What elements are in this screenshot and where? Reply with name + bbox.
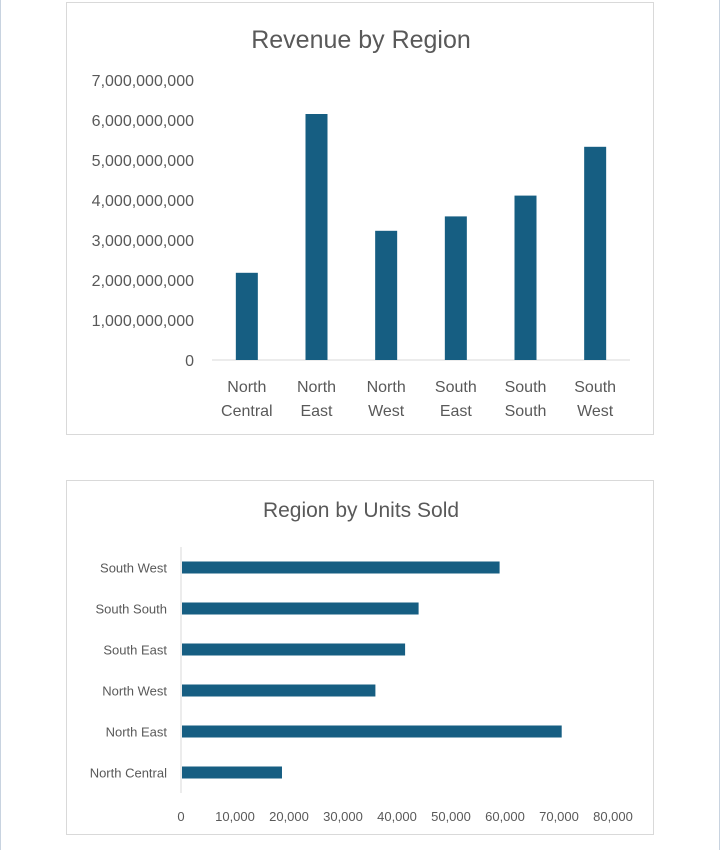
units-x-tick-label: 40,000 [377, 809, 417, 824]
revenue-by-region-chart: Revenue by Region 0 1,000,000,000 2,000,00… [92, 26, 630, 420]
units-chart-title: Region by Units Sold [263, 499, 459, 522]
revenue-y-axis-labels: 0 1,000,000,000 2,000,000,000 3,000,000,000… [92, 73, 194, 370]
revenue-y-tick-label: 6,000,000,000 [92, 113, 194, 130]
units-bar [182, 643, 406, 656]
revenue-y-tick-label: 1,000,000,000 [92, 313, 194, 330]
revenue-category-label: South [435, 379, 477, 396]
revenue-category-label: South [574, 379, 616, 396]
units-x-tick-label: 70,000 [539, 809, 579, 824]
units-x-tick-label: 50,000 [431, 809, 471, 824]
units-category-label: South South [95, 602, 167, 617]
revenue-category-label: West [577, 403, 614, 420]
region-by-units-sold-chart: Region by Units Sold South West South Sou… [90, 499, 633, 824]
revenue-bars [235, 114, 607, 360]
revenue-y-tick-label: 3,000,000,000 [92, 233, 194, 250]
revenue-bar [305, 114, 328, 360]
units-bar [182, 725, 562, 738]
revenue-x-axis-labels: North Central North East North West South East S… [221, 379, 616, 420]
revenue-category-label: South [505, 379, 547, 396]
revenue-y-tick-label: 0 [185, 353, 194, 370]
revenue-y-tick-label: 4,000,000,000 [92, 193, 194, 210]
page-edge-left [0, 0, 1, 850]
units-y-axis-labels: South West South South South East North Wes… [90, 561, 168, 781]
revenue-bar [235, 272, 258, 360]
units-category-label: South West [100, 561, 167, 576]
revenue-category-label: North [297, 379, 336, 396]
units-x-tick-label: 20,000 [269, 809, 309, 824]
units-x-tick-label: 60,000 [485, 809, 525, 824]
revenue-category-label: Central [221, 403, 273, 420]
revenue-bar [444, 216, 467, 360]
units-bar [182, 561, 500, 574]
units-bar [182, 602, 419, 615]
revenue-chart-frame: Revenue by Region 0 1,000,000,000 2,000,00… [66, 2, 654, 435]
units-x-tick-label: 10,000 [215, 809, 255, 824]
units-bars [182, 561, 562, 779]
revenue-chart-title: Revenue by Region [251, 26, 471, 54]
units-bar [182, 684, 376, 697]
units-category-label: South East [103, 643, 167, 658]
revenue-category-label: East [300, 403, 333, 420]
units-x-tick-label: 30,000 [323, 809, 363, 824]
units-category-label: North West [102, 684, 167, 699]
units-x-tick-label: 80,000 [593, 809, 633, 824]
revenue-bar [375, 230, 398, 360]
units-x-axis-labels: 0 10,000 20,000 30,000 40,000 50,000 60,000 70,… [177, 809, 633, 824]
revenue-bar [514, 195, 537, 360]
units-chart-frame: Region by Units Sold South West South Sou… [66, 480, 654, 835]
revenue-category-label: South [505, 403, 547, 420]
units-bar [182, 766, 282, 779]
revenue-bar [584, 146, 607, 360]
revenue-y-tick-label: 5,000,000,000 [92, 153, 194, 170]
revenue-category-label: West [368, 403, 405, 420]
revenue-category-label: North [227, 379, 266, 396]
revenue-y-tick-label: 7,000,000,000 [92, 73, 194, 90]
units-x-tick-label: 0 [177, 809, 184, 824]
revenue-category-label: East [440, 403, 473, 420]
revenue-category-label: North [367, 379, 406, 396]
units-category-label: North East [106, 725, 168, 740]
revenue-y-tick-label: 2,000,000,000 [92, 273, 194, 290]
units-category-label: North Central [90, 766, 167, 781]
